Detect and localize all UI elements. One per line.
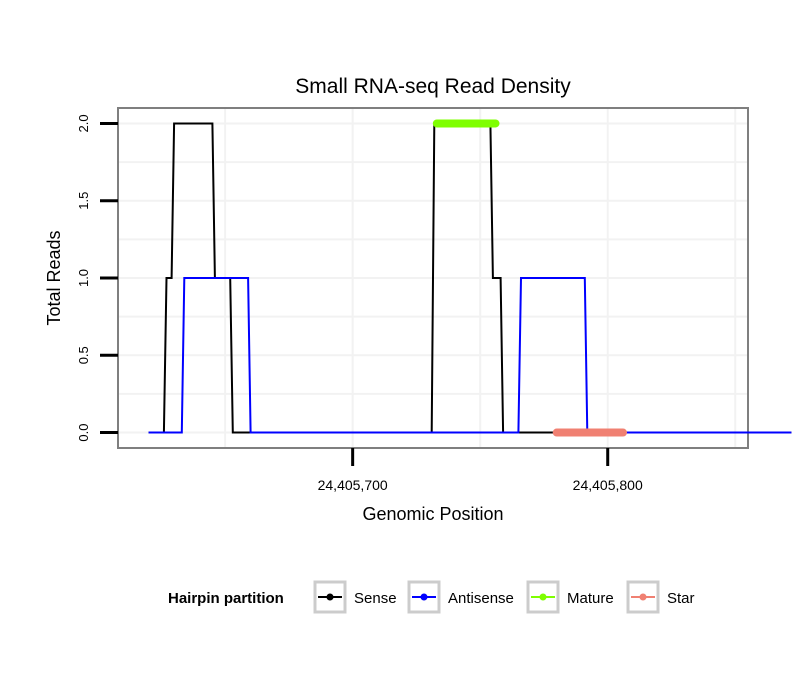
legend-label-sense: Sense [354, 590, 397, 607]
series-group [148, 119, 792, 437]
y-tick-label: 0.5 [76, 346, 91, 364]
legend-label-antisense: Antisense [448, 590, 514, 607]
x-tick-label: 24,405,800 [573, 477, 643, 493]
series-line-antisense [148, 277, 792, 434]
legend-label-star: Star [667, 590, 695, 607]
y-axis: 0.0 0.5 1.0 1.5 2.0 [76, 114, 118, 442]
legend-key-point [420, 593, 428, 601]
x-tick-label: 24,405,700 [318, 477, 388, 493]
x-axis: 24,405,700 24,405,800 [318, 448, 643, 493]
y-axis-label: Total Reads [44, 230, 64, 325]
legend-label-mature: Mature [567, 590, 614, 607]
legend-key-point [326, 593, 334, 601]
legend-key-point [539, 593, 547, 601]
y-tick-label: 2.0 [76, 114, 91, 132]
legend-title: Hairpin partition [168, 590, 284, 607]
series-line-sense [148, 122, 792, 434]
legend-key-point [639, 593, 647, 601]
y-tick-label: 0.0 [76, 424, 91, 442]
x-axis-label: Genomic Position [362, 504, 503, 524]
y-tick-label: 1.0 [76, 269, 91, 287]
y-tick-label: 1.5 [76, 192, 91, 210]
chart-title: Small RNA-seq Read Density [295, 75, 571, 98]
legend: Hairpin partition Sense Antisense Mature St… [168, 580, 695, 614]
